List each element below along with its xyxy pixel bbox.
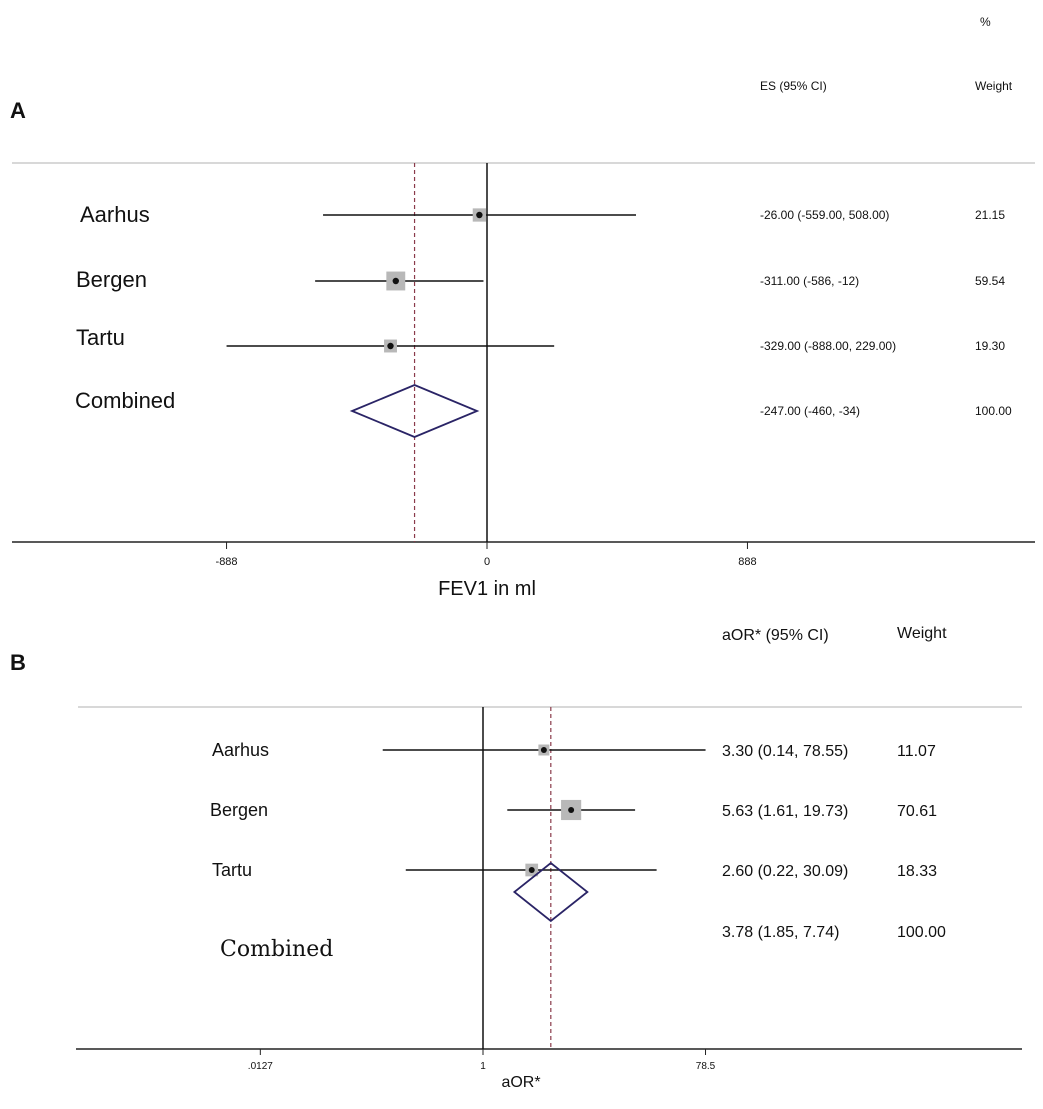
panel-b-point-estimate [540,747,547,753]
panel-b-x-tick-label: 78.5 [696,1061,716,1072]
panel-a-combined-label: Combined [75,388,175,413]
panel-a-ci-header: ES (95% CI) [760,79,827,93]
panel-a-ci-text: -329.00 (-888.00, 229.00) [760,339,896,353]
panel-b-ci-text: 3.30 (0.14, 78.55) [722,743,848,760]
panel-a-combined-diamond [349,384,480,438]
panel-b-weight-header: Weight [897,625,947,642]
panel-a-study-name: Tartu [76,325,125,350]
panel-a-combined-weight-text: 100.00 [975,404,1012,418]
panel-b-ci-text: 5.63 (1.61, 19.73) [722,803,848,820]
panel-b-combined-diamond [512,861,589,923]
panel-a-x-tick-label: 0 [484,556,490,568]
panel-b-weight-text: 70.61 [897,803,937,820]
panel-b-study-name: Aarhus [212,740,269,760]
panel-a-study-name: Aarhus [80,202,150,227]
panel-b-forest-plot: .0127 1 78.5 Aarhus 3.30 (0.14, 78.55) 11.07 B… [76,706,1022,1072]
panel-b-combined-ci-text: 3.78 (1.85, 7.74) [722,924,839,941]
panel-a-forest-plot: -888 0 888 Aarhus -26.00 (-559.00, 508.00) 21… [12,162,1035,568]
panel-a-weight-header: Weight [975,79,1013,93]
panel-b-combined-label: Combined [220,937,333,962]
panel-b-weight-text: 11.07 [897,743,936,760]
panel-a-weight-text: 59.54 [975,274,1005,288]
panel-a-combined-ci-text: -247.00 (-460, -34) [760,404,860,418]
panel-a-ci-text: -26.00 (-559.00, 508.00) [760,208,889,222]
panel-a-x-tick-label: -888 [216,556,238,568]
panel-b-x-axis-label: aOR* [501,1074,540,1091]
panel-b-point-estimate [528,867,535,873]
panel-a-weight-pct: % [980,15,991,29]
panel-a-study-name: Bergen [76,267,147,292]
panel-b-point-estimate [568,807,575,813]
panel-b-weight-text: 18.33 [897,863,937,880]
panel-a-point-estimate [476,211,483,219]
panel-a-point-estimate [392,277,399,285]
panel-b-x-tick-label: .0127 [248,1061,273,1072]
panel-a-weight-text: 19.30 [975,339,1005,353]
panel-b-x-tick-label: 1 [480,1061,486,1072]
panel-b-ci-text: 2.60 (0.22, 30.09) [722,863,848,880]
panel-a-x-tick-label: 888 [738,556,756,568]
panel-b-study-name: Bergen [210,800,268,820]
panel-a-weight-text: 21.15 [975,208,1005,222]
panel-a-letter: A [10,98,26,123]
panel-a-x-axis-label: FEV1 in ml [438,578,536,600]
panel-a-ci-text: -311.00 (-586, -12) [760,274,859,288]
panel-b-combined-weight-text: 100.00 [897,924,946,941]
panel-b-letter: B [10,650,26,675]
panel-b-ci-header: aOR* (95% CI) [722,627,829,644]
panel-a-point-estimate [387,342,394,350]
panel-b-study-name: Tartu [212,860,252,880]
